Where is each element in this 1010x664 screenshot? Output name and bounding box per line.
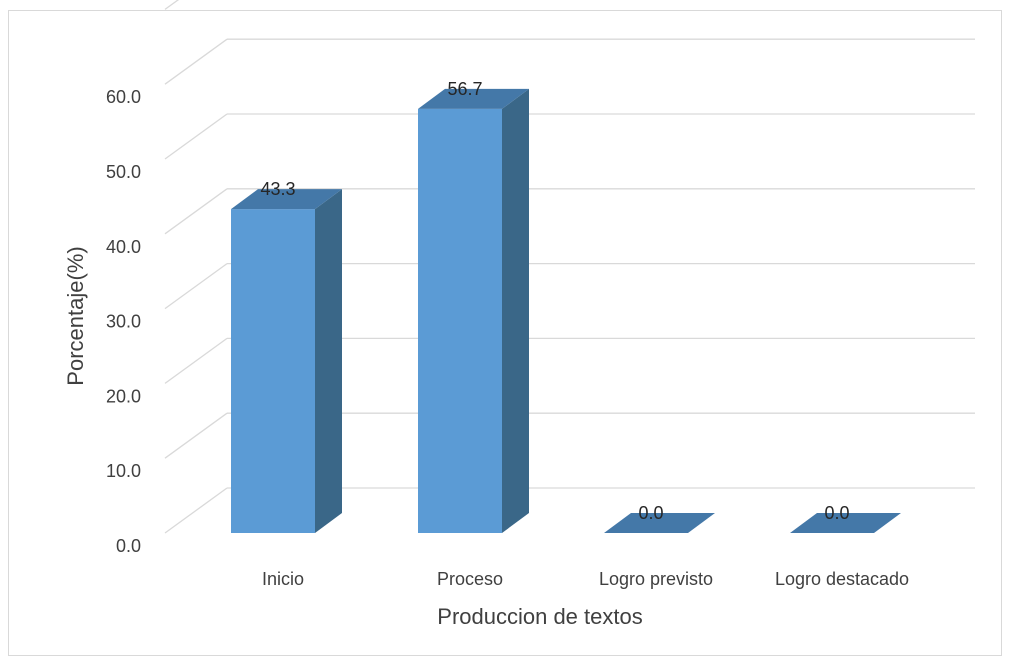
y-tick-label: 50.0 — [106, 162, 141, 182]
gridline-depth — [164, 0, 180, 10]
bar — [231, 189, 342, 533]
gridline-depth — [164, 337, 228, 384]
y-tick-label: 20.0 — [106, 386, 141, 406]
bar-front — [231, 209, 315, 533]
bar-top — [604, 513, 715, 533]
data-label: 0.0 — [824, 503, 849, 523]
bar-top — [790, 513, 901, 533]
x-tick-label: Logro previsto — [599, 569, 713, 589]
y-tick-label: 10.0 — [106, 461, 141, 481]
y-tick-label: 60.0 — [106, 87, 141, 107]
x-tick-label: Inicio — [262, 569, 304, 589]
y-tick-label: 40.0 — [106, 237, 141, 257]
bar-front — [418, 108, 502, 533]
y-axis-title: Porcentaje(%) — [63, 246, 88, 385]
labels: 0.0 10.0 20.0 30.0 40.0 50.0 60.0 43.3 Inicio 56.… — [106, 79, 909, 589]
y-tick-label: 0.0 — [116, 536, 141, 556]
bars — [231, 88, 901, 533]
data-label: 0.0 — [638, 503, 663, 523]
x-axis-title: Produccion de textos — [437, 604, 642, 629]
gridline-depth — [164, 113, 228, 160]
bar — [418, 88, 529, 533]
data-label: 43.3 — [260, 179, 295, 199]
gridline-depth — [164, 38, 228, 85]
bar — [790, 513, 901, 533]
gridline-depth — [164, 188, 228, 235]
bar-top — [231, 189, 342, 210]
bar-top — [418, 88, 529, 109]
data-label: 56.7 — [447, 79, 482, 99]
gridline-depth — [164, 487, 228, 534]
bar-side — [502, 88, 529, 533]
gridline-depth — [164, 412, 228, 459]
gridlines — [164, 0, 975, 534]
x-tick-label: Proceso — [437, 569, 503, 589]
bar-side — [315, 189, 342, 533]
gridline-depth — [164, 263, 228, 310]
bar — [604, 513, 715, 533]
x-tick-label: Logro destacado — [775, 569, 909, 589]
y-tick-label: 30.0 — [106, 312, 141, 332]
